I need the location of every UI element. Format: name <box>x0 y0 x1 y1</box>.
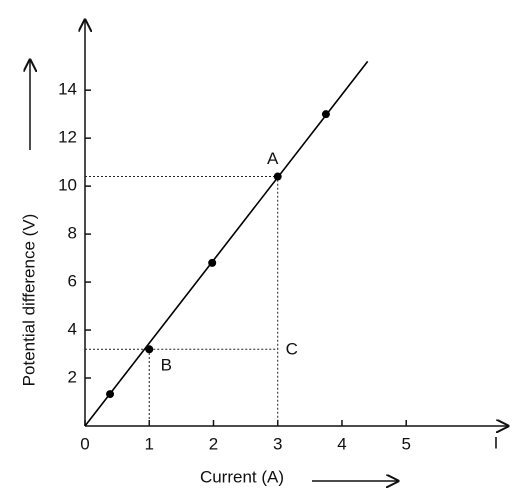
y-tick-label: 12 <box>58 128 77 147</box>
x-axis-symbol: I <box>494 433 499 452</box>
data-point <box>145 345 154 354</box>
data-point <box>321 110 330 119</box>
y-tick-label: 2 <box>68 368 77 387</box>
x-axis-label: Current (A) <box>200 467 284 486</box>
data-point <box>273 172 282 181</box>
point-label: A <box>267 149 279 168</box>
x-tick-label: 5 <box>401 434 410 453</box>
data-point <box>208 258 217 267</box>
point-label: B <box>161 356 172 375</box>
y-tick-label: 8 <box>68 224 77 243</box>
y-tick-label: 4 <box>68 320 77 339</box>
fit-line <box>84 60 369 427</box>
point-label: C <box>286 340 298 359</box>
x-tick-label: 0 <box>80 434 89 453</box>
data-point <box>106 390 115 399</box>
x-tick-label: 2 <box>209 434 218 453</box>
y-tick-label: 14 <box>58 80 77 99</box>
x-tick-label: 3 <box>273 434 282 453</box>
x-tick-label: 1 <box>145 434 154 453</box>
y-tick-label: 10 <box>58 176 77 195</box>
y-tick-label: 6 <box>68 272 77 291</box>
y-axis-label: Potential difference (V) <box>19 214 38 387</box>
x-tick-label: 4 <box>337 434 346 453</box>
